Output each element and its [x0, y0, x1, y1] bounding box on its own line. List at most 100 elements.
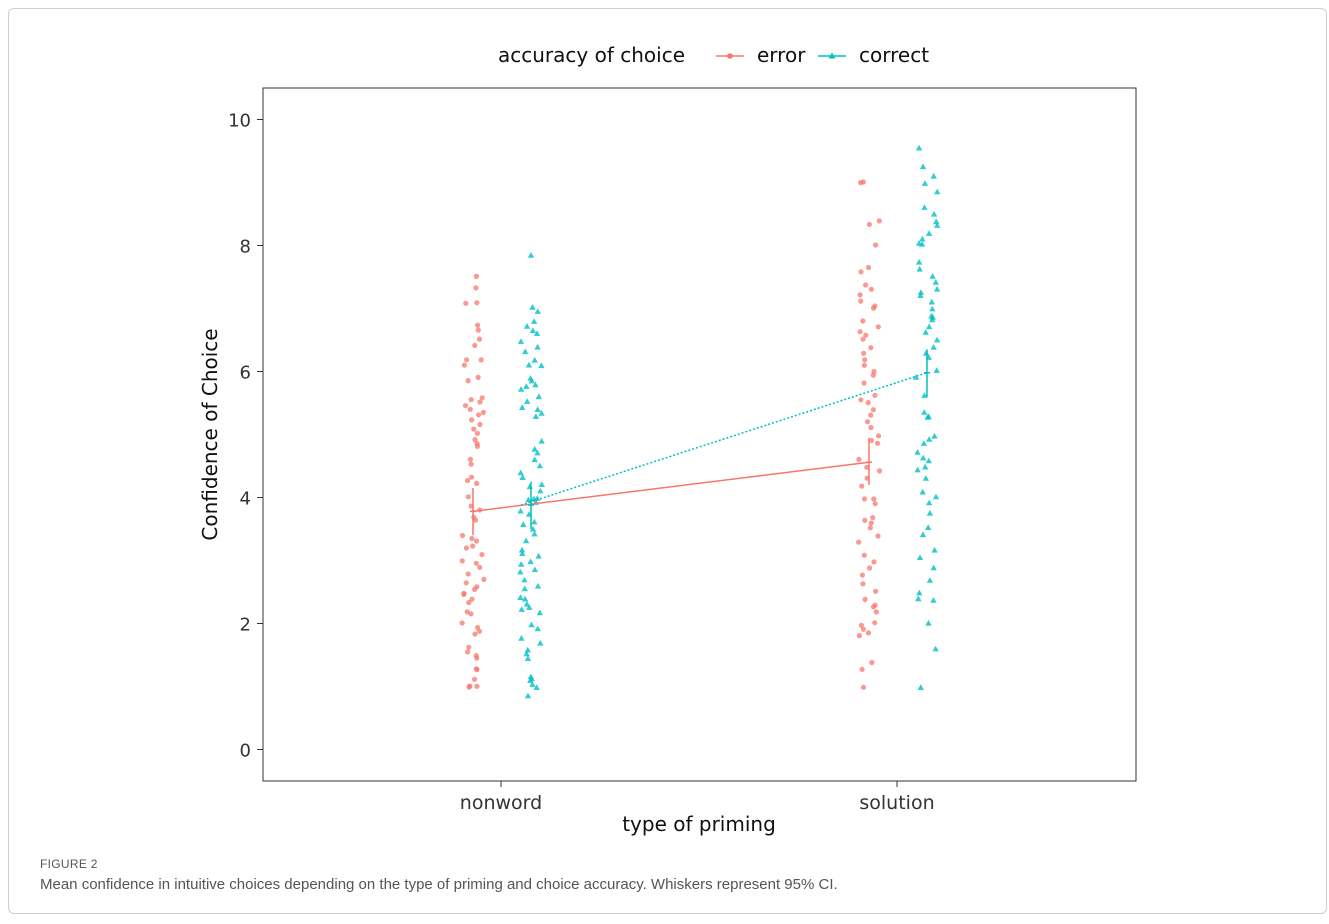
point-correct — [934, 188, 941, 195]
point-error — [861, 552, 867, 558]
point-correct — [535, 552, 542, 559]
point-correct — [522, 537, 530, 544]
point-error — [868, 437, 875, 444]
point-correct — [537, 639, 544, 646]
point-error — [867, 525, 873, 531]
point-correct — [933, 218, 940, 225]
point-error — [474, 430, 480, 436]
point-error — [477, 421, 483, 428]
x-axis: nonword solution — [460, 781, 935, 814]
point-correct — [523, 650, 530, 657]
point-correct — [538, 481, 545, 487]
point-correct — [518, 546, 526, 553]
point-error — [872, 501, 878, 507]
point-correct — [920, 454, 927, 461]
mean-line-error — [472, 461, 870, 513]
point-error — [475, 374, 481, 380]
point-error — [870, 305, 877, 311]
x-tick-label-nonword: nonword — [460, 792, 542, 814]
point-correct — [921, 409, 928, 415]
point-correct — [932, 645, 939, 652]
y-tick-label: 6 — [240, 363, 251, 384]
point-error — [856, 539, 862, 545]
point-correct — [534, 406, 541, 412]
y-tick-label: 8 — [240, 237, 251, 258]
point-error — [477, 564, 483, 571]
point-error — [868, 412, 874, 418]
point-error — [481, 576, 487, 583]
point-error — [474, 667, 480, 673]
point-correct — [517, 507, 524, 514]
point-correct — [535, 393, 542, 400]
point-correct — [517, 594, 524, 600]
point-error — [860, 318, 866, 324]
point-error — [863, 282, 869, 288]
figure-caption: Mean confidence in intuitive choices dep… — [40, 876, 838, 893]
legend-label-correct: correct — [859, 43, 929, 67]
point-correct — [931, 546, 938, 553]
point-correct — [524, 655, 532, 661]
point-error — [873, 609, 879, 615]
point-correct — [526, 604, 533, 610]
point-error — [864, 419, 871, 425]
point-error — [876, 218, 882, 224]
point-error — [862, 596, 868, 603]
y-tick-label: 10 — [228, 111, 251, 132]
point-error — [858, 397, 864, 403]
point-error — [873, 242, 879, 248]
point-correct — [528, 377, 535, 384]
point-correct — [534, 308, 541, 314]
point-error — [866, 221, 873, 227]
point-error — [875, 324, 881, 330]
point-error — [468, 461, 474, 467]
point-correct — [914, 466, 921, 473]
point-error — [478, 357, 484, 363]
point-correct — [914, 449, 921, 455]
point-error — [469, 417, 475, 423]
point-correct — [930, 172, 937, 179]
point-error — [473, 560, 479, 566]
point-correct — [521, 595, 529, 602]
point-error — [472, 342, 478, 349]
point-correct — [533, 330, 541, 336]
point-correct — [524, 398, 531, 404]
point-correct — [917, 292, 924, 298]
point-error — [870, 604, 877, 610]
point-error — [474, 300, 480, 306]
point-error — [472, 517, 479, 523]
point-error — [857, 292, 863, 298]
point-error — [476, 628, 483, 634]
point-correct — [915, 258, 923, 265]
chart: accuracy of choice error correct 0 2 4 6 8 10… — [198, 43, 1137, 836]
point-correct — [925, 619, 932, 626]
point-correct — [529, 304, 536, 310]
point-correct — [523, 323, 531, 329]
point-correct — [538, 437, 545, 444]
point-error — [858, 298, 864, 304]
point-correct — [919, 488, 926, 495]
point-correct — [912, 374, 920, 380]
point-error — [875, 533, 881, 539]
legend-title: accuracy of choice — [498, 43, 685, 67]
point-correct — [532, 381, 539, 388]
point-error — [862, 517, 868, 524]
point-error — [475, 327, 481, 333]
point-error — [480, 409, 486, 415]
point-correct — [524, 692, 532, 699]
point-correct — [925, 457, 932, 464]
point-error — [461, 591, 467, 598]
x-tick-label-solution: solution — [859, 792, 934, 814]
y-tick-label: 4 — [240, 489, 251, 510]
point-error — [861, 380, 867, 386]
point-correct — [522, 348, 529, 355]
point-correct — [533, 684, 540, 690]
point-correct — [517, 469, 524, 476]
point-error — [874, 440, 881, 446]
point-error — [471, 426, 477, 432]
point-correct — [529, 327, 537, 334]
figure-label: FIGURE 2 — [40, 857, 98, 871]
point-error — [470, 543, 476, 549]
point-correct — [526, 483, 533, 490]
legend: accuracy of choice error correct — [498, 43, 929, 67]
point-correct — [917, 684, 924, 690]
